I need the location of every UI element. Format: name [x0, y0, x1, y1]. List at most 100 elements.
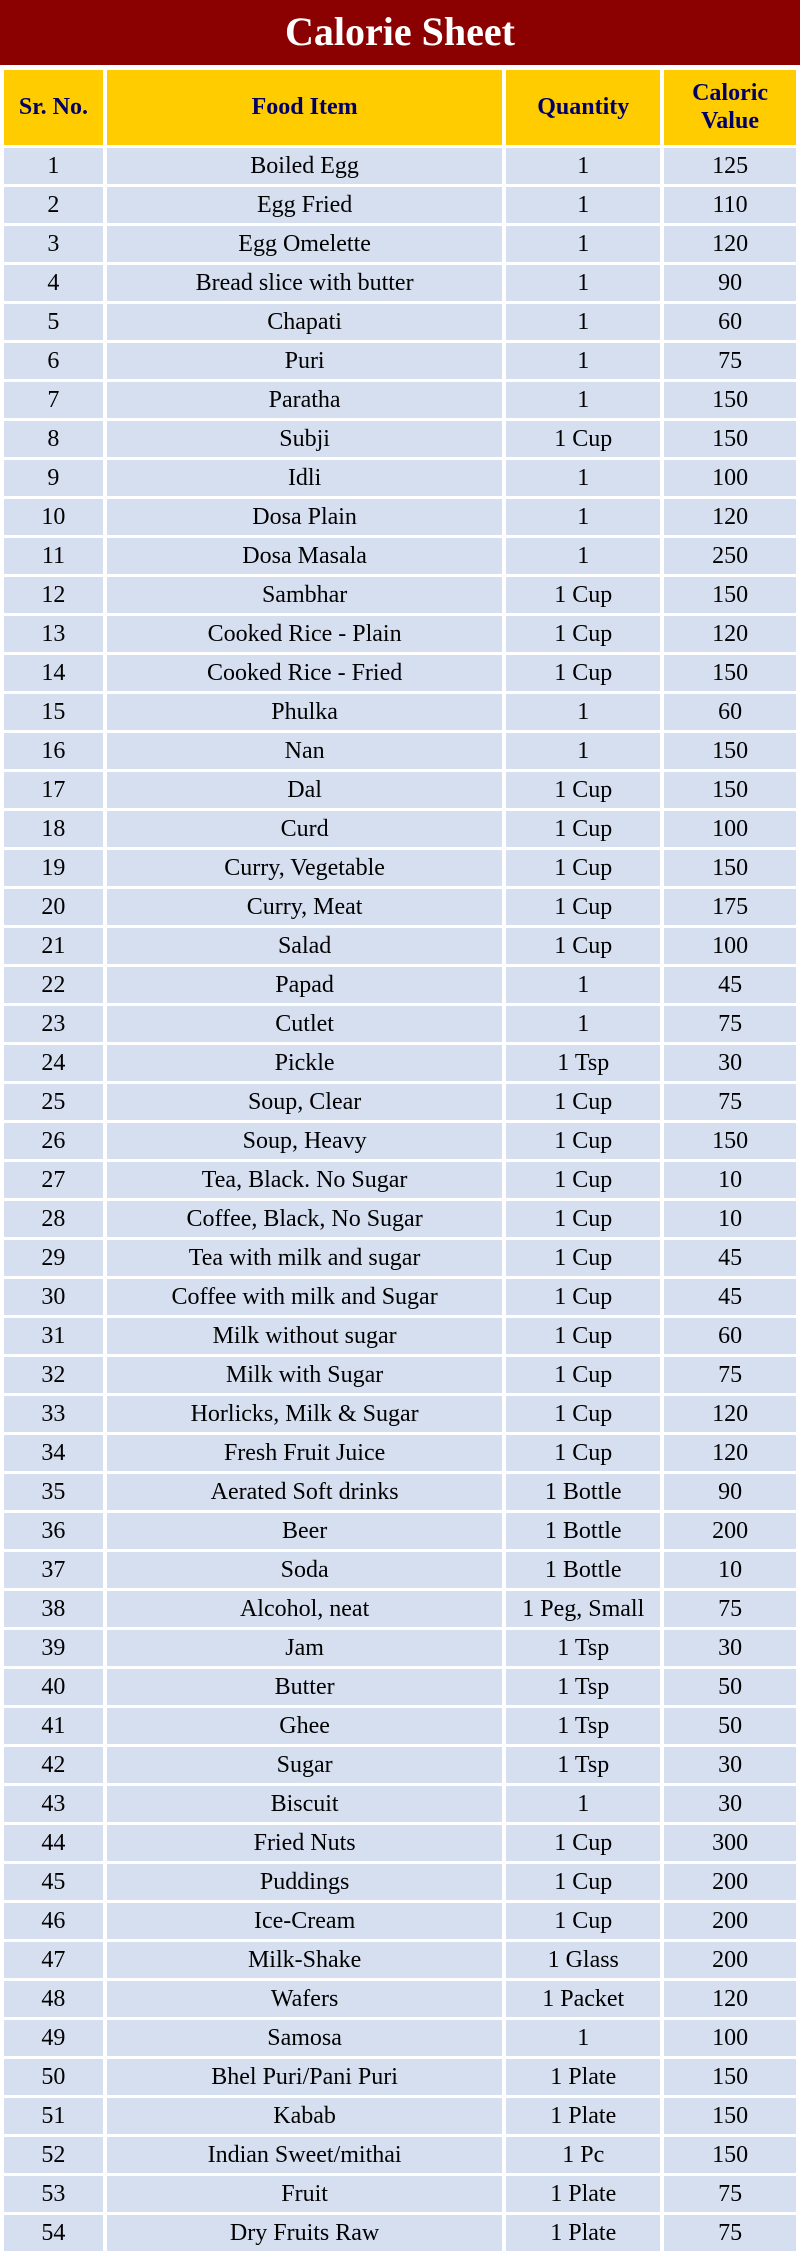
cell-sr: 18 [4, 811, 103, 847]
table-row: 51Kabab1 Plate150 [4, 2098, 796, 2134]
table-row: 2Egg Fried1110 [4, 187, 796, 223]
cell-sr: 4 [4, 265, 103, 301]
cell-sr: 25 [4, 1084, 103, 1120]
table-row: 9Idli1100 [4, 460, 796, 496]
cell-food: Coffee with milk and Sugar [107, 1279, 502, 1315]
cell-sr: 34 [4, 1435, 103, 1471]
calorie-table-wrap: Sr. No. Food Item Quantity Caloric Value… [0, 67, 800, 2254]
cell-sr: 28 [4, 1201, 103, 1237]
cell-sr: 23 [4, 1006, 103, 1042]
cell-food: Nan [107, 733, 502, 769]
cell-qty: 1 Cup [506, 1825, 660, 1861]
cell-qty: 1 Cup [506, 1084, 660, 1120]
cell-cal: 120 [664, 1396, 796, 1432]
table-row: 20Curry, Meat1 Cup175 [4, 889, 796, 925]
cell-qty: 1 Plate [506, 2215, 660, 2251]
cell-food: Puddings [107, 1864, 502, 1900]
table-row: 7Paratha1150 [4, 382, 796, 418]
cell-food: Beer [107, 1513, 502, 1549]
cell-qty: 1 Peg, Small [506, 1591, 660, 1627]
cell-qty: 1 Cup [506, 889, 660, 925]
cell-qty: 1 [506, 1006, 660, 1042]
table-row: 23Cutlet175 [4, 1006, 796, 1042]
cell-cal: 150 [664, 772, 796, 808]
cell-cal: 90 [664, 265, 796, 301]
table-row: 28Coffee, Black, No Sugar1 Cup10 [4, 1201, 796, 1237]
cell-food: Subji [107, 421, 502, 457]
cell-food: Pickle [107, 1045, 502, 1081]
table-row: 25Soup, Clear1 Cup75 [4, 1084, 796, 1120]
cell-food: Jam [107, 1630, 502, 1666]
table-row: 32Milk with Sugar1 Cup75 [4, 1357, 796, 1393]
table-row: 50Bhel Puri/Pani Puri1 Plate150 [4, 2059, 796, 2095]
cell-food: Biscuit [107, 1786, 502, 1822]
cell-cal: 110 [664, 187, 796, 223]
cell-cal: 120 [664, 1981, 796, 2017]
cell-cal: 75 [664, 1591, 796, 1627]
cell-cal: 30 [664, 1747, 796, 1783]
cell-sr: 17 [4, 772, 103, 808]
cell-cal: 175 [664, 889, 796, 925]
table-row: 22Papad145 [4, 967, 796, 1003]
table-row: 3Egg Omelette1120 [4, 226, 796, 262]
cell-food: Aerated Soft drinks [107, 1474, 502, 1510]
cell-qty: 1 [506, 2020, 660, 2056]
cell-sr: 53 [4, 2176, 103, 2212]
cell-cal: 100 [664, 928, 796, 964]
cell-sr: 48 [4, 1981, 103, 2017]
cell-qty: 1 Cup [506, 1864, 660, 1900]
table-row: 18Curd1 Cup100 [4, 811, 796, 847]
cell-food: Kabab [107, 2098, 502, 2134]
cell-cal: 120 [664, 499, 796, 535]
cell-sr: 54 [4, 2215, 103, 2251]
cell-sr: 13 [4, 616, 103, 652]
table-row: 11Dosa Masala1250 [4, 538, 796, 574]
cell-cal: 60 [664, 1318, 796, 1354]
cell-food: Cooked Rice - Fried [107, 655, 502, 691]
table-row: 33Horlicks, Milk & Sugar1 Cup120 [4, 1396, 796, 1432]
cell-cal: 200 [664, 1942, 796, 1978]
cell-cal: 100 [664, 811, 796, 847]
table-row: 45Puddings1 Cup200 [4, 1864, 796, 1900]
cell-food: Milk without sugar [107, 1318, 502, 1354]
cell-qty: 1 Glass [506, 1942, 660, 1978]
table-row: 26Soup, Heavy1 Cup150 [4, 1123, 796, 1159]
cell-food: Cutlet [107, 1006, 502, 1042]
cell-cal: 200 [664, 1513, 796, 1549]
cell-qty: 1 [506, 304, 660, 340]
cell-cal: 200 [664, 1903, 796, 1939]
table-row: 37Soda1 Bottle10 [4, 1552, 796, 1588]
cell-cal: 100 [664, 460, 796, 496]
cell-qty: 1 [506, 694, 660, 730]
table-row: 38Alcohol, neat1 Peg, Small75 [4, 1591, 796, 1627]
table-row: 53Fruit1 Plate75 [4, 2176, 796, 2212]
cell-qty: 1 Tsp [506, 1708, 660, 1744]
cell-sr: 2 [4, 187, 103, 223]
header-row: Sr. No. Food Item Quantity Caloric Value [4, 70, 796, 145]
cell-qty: 1 Cup [506, 1279, 660, 1315]
cell-sr: 42 [4, 1747, 103, 1783]
cell-cal: 120 [664, 1435, 796, 1471]
col-header-sr: Sr. No. [4, 70, 103, 145]
cell-sr: 1 [4, 148, 103, 184]
cell-qty: 1 [506, 343, 660, 379]
cell-qty: 1 [506, 733, 660, 769]
cell-cal: 45 [664, 1240, 796, 1276]
cell-sr: 32 [4, 1357, 103, 1393]
cell-qty: 1 Cup [506, 1162, 660, 1198]
table-row: 8Subji1 Cup150 [4, 421, 796, 457]
cell-qty: 1 Pc [506, 2137, 660, 2173]
cell-food: Phulka [107, 694, 502, 730]
col-header-cal: Caloric Value [664, 70, 796, 145]
cell-sr: 35 [4, 1474, 103, 1510]
cell-cal: 150 [664, 2059, 796, 2095]
cell-qty: 1 Cup [506, 1318, 660, 1354]
cell-food: Soda [107, 1552, 502, 1588]
cell-sr: 15 [4, 694, 103, 730]
cell-qty: 1 [506, 148, 660, 184]
cell-qty: 1 Plate [506, 2098, 660, 2134]
table-row: 43Biscuit130 [4, 1786, 796, 1822]
cell-qty: 1 Bottle [506, 1552, 660, 1588]
cell-qty: 1 Cup [506, 850, 660, 886]
cell-cal: 60 [664, 304, 796, 340]
